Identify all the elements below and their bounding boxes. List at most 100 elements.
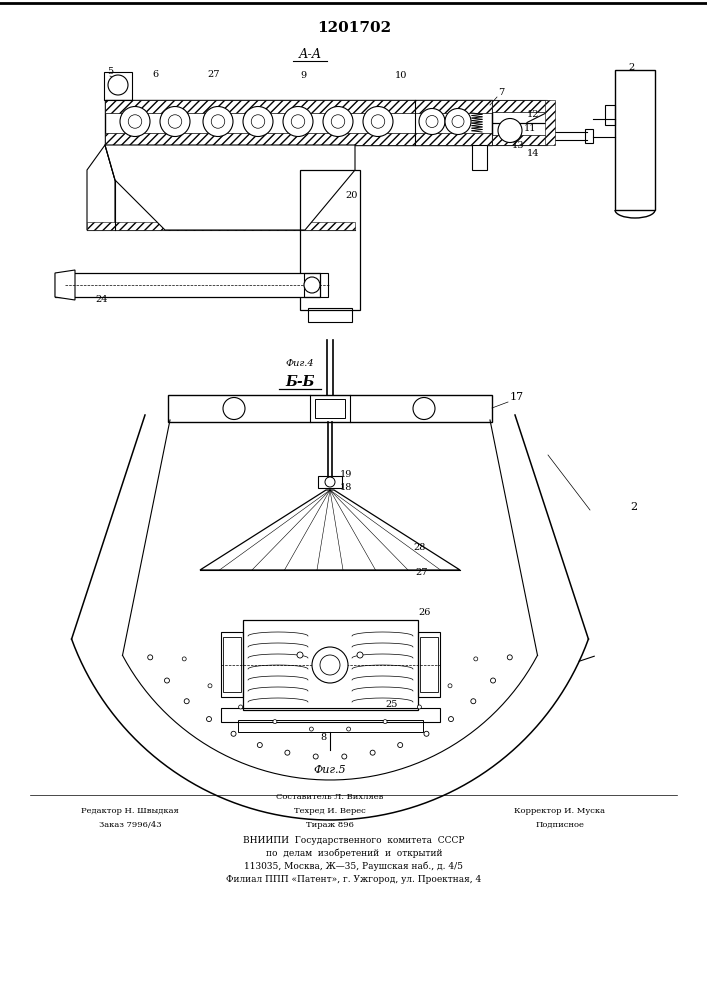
Bar	[492, 135, 547, 145]
Circle shape	[357, 652, 363, 658]
Circle shape	[397, 743, 403, 748]
Bar	[105, 133, 492, 145]
Text: 10: 10	[395, 71, 407, 80]
Circle shape	[206, 717, 211, 722]
Text: 2: 2	[630, 502, 637, 512]
Circle shape	[203, 106, 233, 136]
Text: 113035, Москва, Ж—35, Раушская наб., д. 4/5: 113035, Москва, Ж—35, Раушская наб., д. …	[245, 861, 464, 871]
Text: 5: 5	[107, 67, 113, 76]
Bar	[585, 129, 593, 143]
Text: Подписное: Подписное	[536, 821, 585, 829]
Circle shape	[257, 743, 262, 748]
Text: 20: 20	[345, 191, 357, 200]
Circle shape	[445, 108, 471, 134]
Bar	[315, 399, 345, 418]
Bar	[55, 273, 320, 297]
Text: Заказ 7996/43: Заказ 7996/43	[99, 821, 161, 829]
Circle shape	[448, 717, 453, 722]
Circle shape	[239, 705, 243, 709]
Bar	[418, 632, 440, 697]
Text: 13: 13	[512, 141, 525, 150]
Text: А-А: А-А	[298, 48, 322, 62]
Bar	[300, 170, 360, 310]
Circle shape	[325, 477, 335, 487]
Text: 1201702: 1201702	[317, 21, 391, 35]
Polygon shape	[87, 145, 115, 230]
Circle shape	[310, 727, 313, 731]
Circle shape	[332, 115, 345, 128]
Text: по  делам  изобретений  и  открытий: по делам изобретений и открытий	[266, 848, 443, 858]
Circle shape	[160, 106, 190, 136]
Circle shape	[283, 106, 313, 136]
Text: ВНИИПИ  Государственного  комитета  СССР: ВНИИПИ Государственного комитета СССР	[243, 836, 464, 845]
Circle shape	[128, 115, 141, 128]
Circle shape	[182, 657, 186, 661]
Bar	[87, 222, 355, 230]
Text: 27: 27	[415, 568, 428, 577]
Bar	[492, 100, 547, 112]
Text: 27: 27	[207, 70, 219, 79]
Polygon shape	[200, 490, 460, 570]
Circle shape	[223, 397, 245, 420]
Bar	[105, 100, 492, 145]
Bar	[105, 100, 492, 113]
Bar	[492, 100, 547, 122]
Circle shape	[291, 115, 305, 128]
Circle shape	[448, 684, 452, 688]
Bar	[238, 720, 423, 732]
Circle shape	[304, 277, 320, 293]
Bar	[318, 476, 342, 488]
Text: 18: 18	[340, 483, 352, 492]
Text: Корректор И. Муска: Корректор И. Муска	[515, 807, 605, 815]
Text: 19: 19	[340, 470, 352, 479]
Circle shape	[474, 657, 478, 661]
Text: 7: 7	[498, 88, 504, 97]
Text: 26: 26	[418, 608, 431, 617]
Text: 11: 11	[524, 124, 537, 133]
Text: Техред И. Верес: Техред И. Верес	[294, 807, 366, 815]
Text: 2: 2	[628, 63, 634, 72]
Circle shape	[323, 106, 353, 136]
Circle shape	[419, 108, 445, 134]
Text: 9: 9	[300, 71, 306, 80]
Text: Фиг.5: Фиг.5	[314, 765, 346, 775]
Text: Составитель Л. Вихляев: Составитель Л. Вихляев	[276, 793, 384, 801]
Circle shape	[363, 106, 393, 136]
Bar	[221, 708, 440, 722]
Circle shape	[243, 106, 273, 136]
Polygon shape	[55, 270, 75, 300]
Circle shape	[426, 115, 438, 127]
Circle shape	[424, 731, 429, 736]
Circle shape	[120, 106, 150, 136]
Circle shape	[498, 118, 522, 142]
Bar	[492, 122, 547, 145]
Circle shape	[165, 678, 170, 683]
Circle shape	[383, 720, 387, 724]
Text: 8: 8	[320, 733, 326, 742]
Circle shape	[413, 397, 435, 420]
Bar	[545, 100, 555, 145]
Circle shape	[148, 655, 153, 660]
Text: Б-Б: Б-Б	[285, 375, 315, 389]
Circle shape	[508, 655, 513, 660]
Circle shape	[491, 678, 496, 683]
Text: Филиал ППП «Патент», г. Ужгород, ул. Проектная, 4: Филиал ППП «Патент», г. Ужгород, ул. Про…	[226, 875, 481, 884]
Bar	[221, 632, 243, 697]
Circle shape	[231, 731, 236, 736]
Bar	[104, 72, 132, 100]
Circle shape	[320, 655, 340, 675]
Bar	[223, 637, 241, 692]
Bar	[605, 104, 615, 124]
Bar	[420, 637, 438, 692]
Text: 25: 25	[385, 700, 397, 709]
Text: 6: 6	[152, 70, 158, 79]
Bar	[304, 273, 328, 297]
Text: 14: 14	[527, 149, 539, 158]
Circle shape	[313, 754, 318, 759]
Circle shape	[370, 750, 375, 755]
Text: 17: 17	[510, 392, 524, 402]
Bar	[308, 308, 352, 322]
Text: Тираж 896: Тираж 896	[306, 821, 354, 829]
Bar	[168, 395, 492, 422]
Circle shape	[452, 115, 464, 127]
